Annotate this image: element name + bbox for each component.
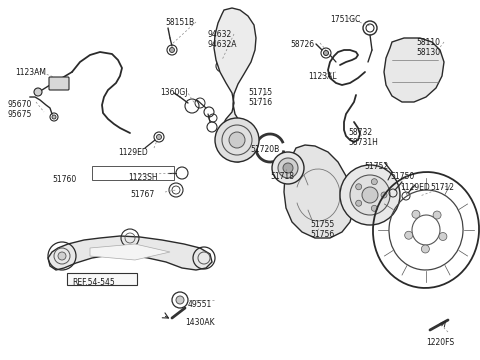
Text: 1123AL: 1123AL <box>308 72 336 81</box>
Text: 1123SH: 1123SH <box>128 173 157 182</box>
Circle shape <box>412 210 420 218</box>
Circle shape <box>405 231 413 239</box>
Circle shape <box>356 200 361 206</box>
Text: 1751GC: 1751GC <box>330 15 360 24</box>
Circle shape <box>439 233 447 240</box>
Circle shape <box>52 115 56 119</box>
Circle shape <box>340 165 400 225</box>
Circle shape <box>272 152 304 184</box>
Circle shape <box>176 296 184 304</box>
Circle shape <box>381 192 387 198</box>
Text: 94632
94632A: 94632 94632A <box>208 30 238 49</box>
Text: 1430AK: 1430AK <box>185 318 215 327</box>
Circle shape <box>362 187 378 203</box>
Circle shape <box>356 184 361 190</box>
Text: 51718: 51718 <box>270 172 294 181</box>
Text: 51712: 51712 <box>430 183 454 192</box>
Text: 51752: 51752 <box>364 162 388 171</box>
Circle shape <box>421 245 430 253</box>
Text: 51767: 51767 <box>130 190 154 199</box>
Text: 1129ED: 1129ED <box>400 183 430 192</box>
Text: 1123AM: 1123AM <box>15 68 46 77</box>
Circle shape <box>350 175 390 215</box>
Circle shape <box>372 179 377 185</box>
Text: 49551: 49551 <box>188 300 212 309</box>
FancyBboxPatch shape <box>67 273 137 285</box>
Polygon shape <box>214 8 256 162</box>
Text: 51720B: 51720B <box>250 145 279 154</box>
Circle shape <box>372 205 377 211</box>
Text: 51760: 51760 <box>52 175 76 184</box>
Circle shape <box>156 135 161 139</box>
Text: 1129ED: 1129ED <box>118 148 148 157</box>
Circle shape <box>34 88 42 96</box>
Polygon shape <box>90 244 170 260</box>
Text: 51750: 51750 <box>390 172 414 181</box>
Circle shape <box>324 50 328 55</box>
Circle shape <box>283 163 293 173</box>
Circle shape <box>169 48 175 53</box>
Polygon shape <box>48 236 212 270</box>
Text: 1220FS: 1220FS <box>426 338 454 347</box>
Circle shape <box>215 118 259 162</box>
Circle shape <box>433 211 441 219</box>
Circle shape <box>58 252 66 260</box>
Text: 58726: 58726 <box>290 40 314 49</box>
Text: 58732
58731H: 58732 58731H <box>348 128 378 147</box>
Circle shape <box>219 63 225 69</box>
Polygon shape <box>284 145 354 238</box>
Circle shape <box>278 158 298 178</box>
Text: 58110
58130: 58110 58130 <box>416 38 440 57</box>
FancyBboxPatch shape <box>49 77 69 90</box>
Circle shape <box>229 132 245 148</box>
Text: 51715
51716: 51715 51716 <box>248 88 272 107</box>
Text: 1360GJ: 1360GJ <box>160 88 188 97</box>
Text: 51755
51756: 51755 51756 <box>310 220 334 239</box>
Text: 58151B: 58151B <box>165 18 194 27</box>
Text: REF.54-545: REF.54-545 <box>72 278 115 287</box>
Text: 95670
95675: 95670 95675 <box>8 100 32 120</box>
Polygon shape <box>384 38 444 102</box>
